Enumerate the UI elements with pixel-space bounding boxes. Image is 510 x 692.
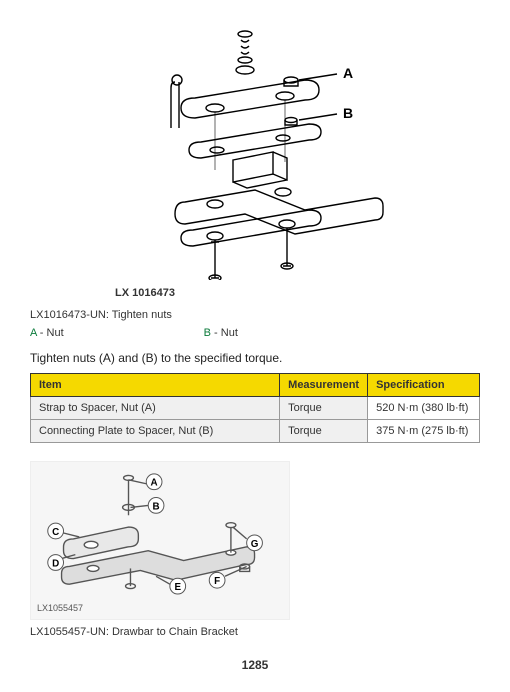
table-row: Connecting Plate to Spacer, Nut (B) Torq… (31, 420, 480, 443)
figure-2-caption: LX1055457-UN: Drawbar to Chain Bracket (30, 626, 480, 638)
td-spec: 375 N·m (275 lb·ft) (368, 420, 480, 443)
td-item: Connecting Plate to Spacer, Nut (B) (31, 420, 280, 443)
td-item: Strap to Spacer, Nut (A) (31, 397, 280, 420)
figure-1-label-b: B (343, 105, 353, 121)
fig2-label-d: D (52, 558, 59, 569)
figure-1-id: LX 1016473 (115, 287, 395, 299)
fig2-label-b: B (153, 501, 160, 512)
callout-a-text: - Nut (37, 327, 64, 339)
fig2-label-f: F (214, 576, 220, 587)
td-meas: Torque (280, 420, 368, 443)
fig2-label-a: A (151, 478, 158, 489)
callout-a: A - Nut (30, 327, 64, 339)
figure-1: A B LX 1016473 (115, 20, 395, 299)
table-header-row: Item Measurement Specification (31, 374, 480, 397)
fig2-label-e: E (174, 582, 181, 593)
page-number: 1285 (30, 658, 480, 672)
td-meas: Torque (280, 397, 368, 420)
fig2-label-g: G (251, 539, 259, 550)
th-item: Item (31, 374, 280, 397)
table-row: Strap to Spacer, Nut (A) Torque 520 N·m … (31, 397, 480, 420)
callout-b-text: - Nut (211, 327, 238, 339)
instruction-text: Tighten nuts (A) and (B) to the specifie… (30, 351, 480, 365)
figure-1-caption: LX1016473-UN: Tighten nuts (30, 309, 480, 321)
callout-b-letter: B (204, 327, 211, 339)
figure-2: A B C D E F G LX1055457 (30, 461, 290, 620)
figure-1-label-a: A (343, 65, 353, 81)
th-measurement: Measurement (280, 374, 368, 397)
callout-a-letter: A (30, 327, 37, 339)
spec-table: Item Measurement Specification Strap to … (30, 373, 480, 443)
figure-1-svg: A B (115, 20, 395, 280)
figure-2-id: LX1055457 (37, 603, 283, 613)
figure-1-callouts: A - Nut B - Nut (30, 327, 480, 339)
td-spec: 520 N·m (380 lb·ft) (368, 397, 480, 420)
callout-b: B - Nut (204, 327, 238, 339)
th-spec: Specification (368, 374, 480, 397)
fig2-label-c: C (52, 527, 59, 538)
figure-2-svg: A B C D E F G (37, 468, 285, 596)
